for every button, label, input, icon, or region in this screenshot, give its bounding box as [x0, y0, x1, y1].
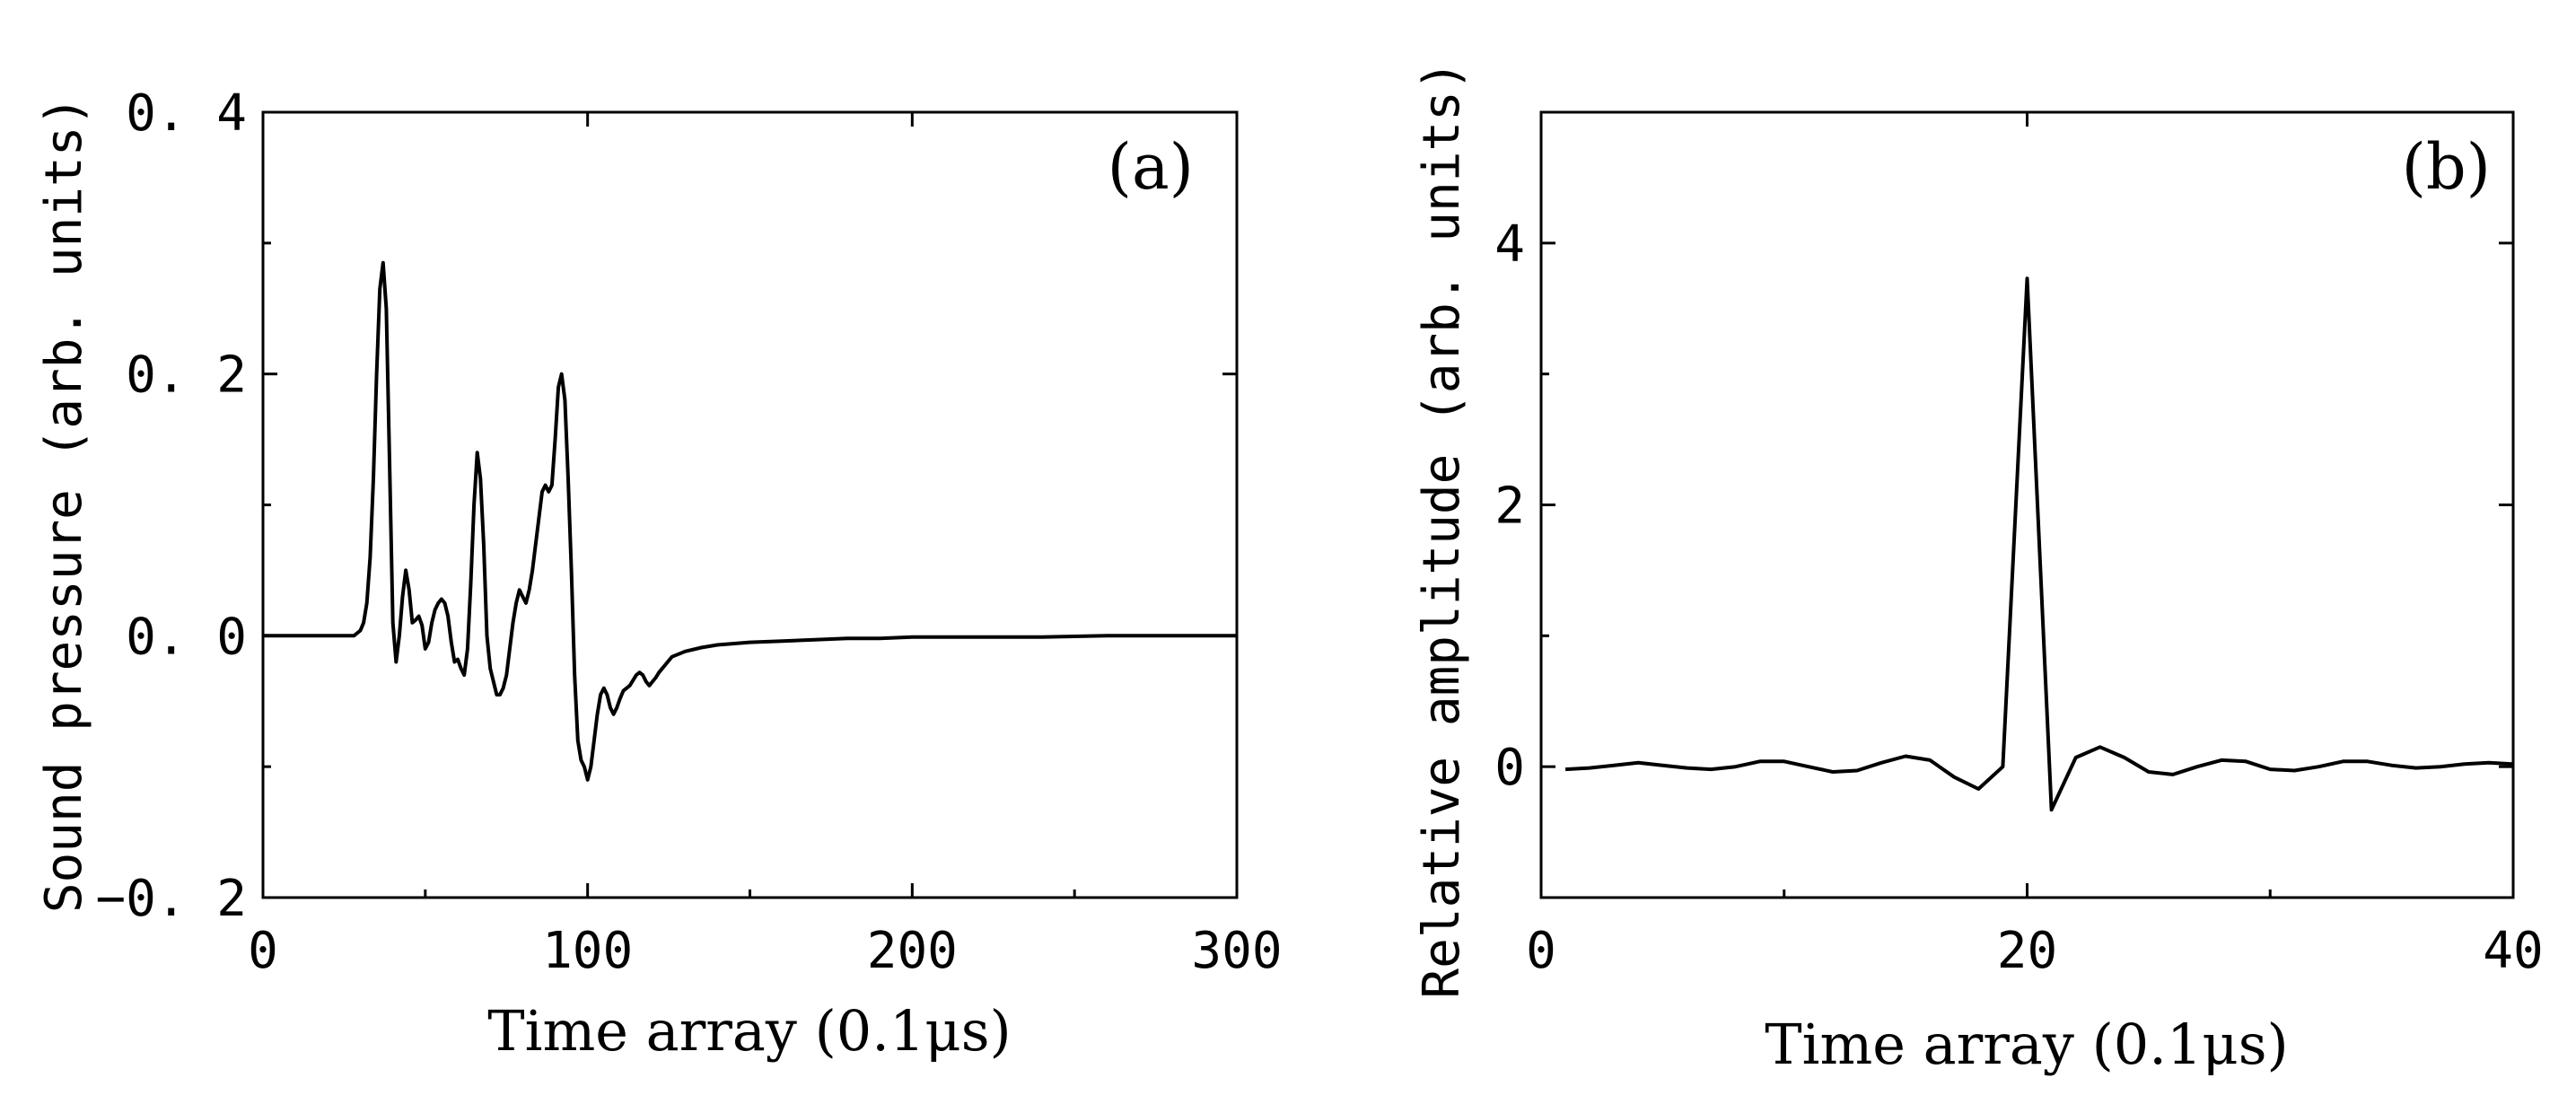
y-tick-label: 2	[1494, 478, 1525, 536]
y-tick-label: 0. 0	[126, 608, 247, 666]
y-axis-title-b: Relative amplitude (arb. units)	[1413, 60, 1471, 998]
y-tick-label: 4	[1494, 215, 1525, 274]
y-tick-label: 0. 4	[126, 84, 247, 143]
x-axis-title-a: Time array (0.1μs)	[487, 998, 1011, 1064]
panel-a: −0. 2 0. 0 0. 2 0. 4 0 100 200 300 (a) Time ar…	[35, 84, 1283, 1064]
x-tick-label: 300	[1191, 922, 1282, 980]
y-ticks-a: −0. 2 0. 0 0. 2 0. 4	[95, 84, 1237, 928]
x-axis-title-b: Time array (0.1μs)	[1765, 1012, 2288, 1077]
y-tick-label: 0. 2	[126, 346, 247, 405]
plot-frame-b	[1539, 110, 2515, 899]
x-tick-label: 0	[1526, 922, 1556, 980]
x-tick-label: 0	[248, 922, 278, 980]
y-ticks-b: 0 2 4	[1494, 215, 2513, 797]
sound-pressure-line	[263, 260, 1237, 782]
y-tick-label: −0. 2	[95, 870, 247, 928]
relative-amplitude-line	[1564, 276, 2514, 812]
y-axis-title-a: Sound pressure (arb. units)	[35, 96, 93, 913]
x-ticks-b: 0 20 40	[1526, 112, 2544, 980]
x-tick-label: 100	[542, 922, 633, 980]
x-tick-label: 20	[1997, 922, 2057, 980]
x-ticks-a: 0 100 200 300	[248, 112, 1283, 980]
panel-label-b: (b)	[2402, 130, 2491, 204]
x-tick-label: 40	[2483, 922, 2543, 980]
panel-b: 0 2 4 0 20 40 (b) Time array (0.1μs) Relativ…	[1413, 60, 2544, 1077]
y-tick-label: 0	[1494, 739, 1525, 797]
panel-label-a: (a)	[1108, 130, 1194, 204]
plot-frame-a	[261, 110, 1239, 899]
x-tick-label: 200	[867, 922, 958, 980]
